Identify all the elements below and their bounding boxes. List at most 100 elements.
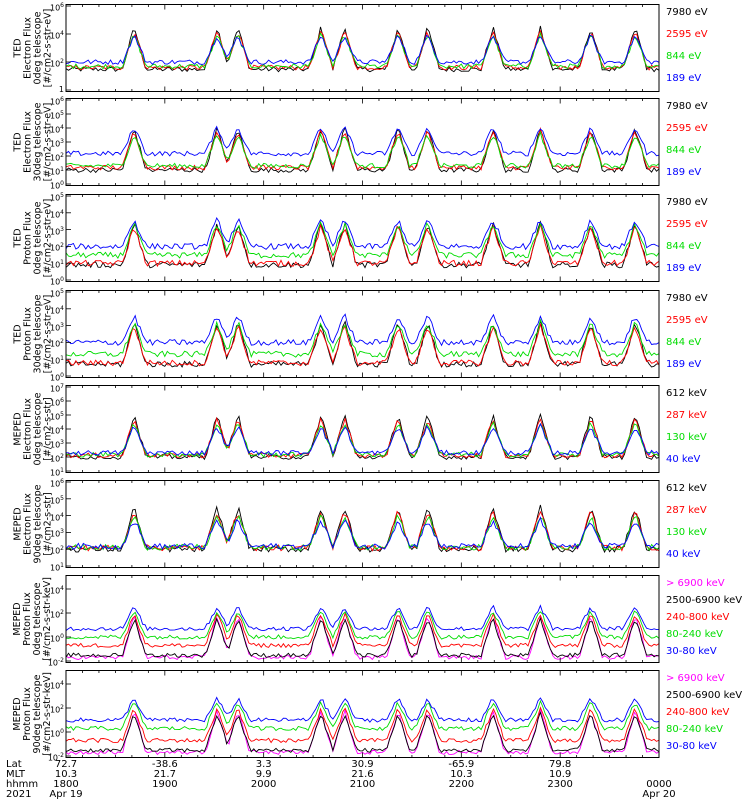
y-tick-label: 106 [0,2,64,13]
plot-frame [65,670,660,758]
panel-ted-proton-0deg: TED Proton Flux 0deg telescope [#/cm2-s-str… [0,192,750,286]
tick-mantissa: 10 [49,479,61,489]
legend-item: 130 keV [666,432,707,443]
x-axis-value: 30.9 [351,759,374,770]
tick-exponent: 4 [60,511,64,519]
tick-exponent: 7 [60,383,64,390]
y-tick-label: 105 [0,411,64,422]
legend-item: 844 eV [666,145,702,156]
legend-item: 7980 eV [666,293,708,304]
series-line [65,706,660,744]
y-tick-label: 102 [0,58,64,69]
y-tick-label: 101 [0,562,64,573]
tick-exponent: 5 [60,411,64,418]
series-line [65,610,660,640]
plot-area [65,290,660,378]
x-axis-value: -38.6 [151,759,178,770]
y-tick-label: 102 [0,545,64,556]
tick-mantissa: 10 [49,125,61,135]
tick-mantissa: 10 [49,426,61,436]
y-tick-label: 107 [0,383,64,394]
plot-frame [65,575,660,663]
tick-exponent: 1 [60,467,64,474]
tick-exponent: 3 [60,439,64,446]
tick-mantissa: 10 [49,373,61,383]
y-tick-label: 10-2 [0,657,64,668]
tick-mantissa: 10 [49,111,61,121]
tick-mantissa: 10 [49,323,61,333]
plot-area [65,480,660,568]
legend-item: 189 eV [666,359,702,370]
tick-exponent: -2 [58,752,64,759]
legend: 7980 eV 2595 eV 844 eV 189 eV [666,4,750,92]
plot-area [65,98,660,186]
tick-mantissa: 10 [49,412,61,422]
y-tick-label: 106 [0,397,64,408]
legend-item: 189 eV [666,263,702,274]
x-axis-value: 10.3 [450,769,473,780]
y-tick-label: 101 [0,166,64,177]
y-tick-label: 102 [0,453,64,464]
tick-mantissa: 10 [47,753,59,763]
plot-area [65,575,660,663]
tick-exponent: 1 [60,562,64,569]
y-tick-label: 10-2 [0,752,64,763]
tick-mantissa: 10 [49,139,61,149]
plot-area [65,194,660,282]
tick-exponent: 5 [60,110,64,117]
y-tick-label: 102 [0,338,64,349]
legend: 7980 eV 2595 eV 844 eV 189 eV [666,194,750,282]
legend-item: 844 eV [666,51,702,62]
plot-area [65,385,660,473]
tick-mantissa: 10 [47,658,59,668]
series-line [65,130,660,170]
tick-exponent: 2 [60,242,64,250]
y-tick-label: 100 [0,728,64,739]
tick-exponent: 2 [60,704,64,711]
x-axis-value: 9.9 [255,769,272,780]
legend-item: 40 keV [666,454,701,465]
tick-exponent: 5 [60,494,64,502]
tick-exponent: 2 [60,609,64,616]
tick-mantissa: 10 [49,440,61,450]
series-line [65,699,660,732]
y-tick-label: 102 [0,242,64,253]
x-axis-value: 1800 [53,779,79,790]
series-line [65,611,660,649]
legend-item: 7980 eV [666,7,708,18]
plot-frame [65,98,660,186]
tick-mantissa: 10 [49,260,61,270]
y-tick-label: 103 [0,528,64,539]
tick-mantissa: 10 [49,546,61,556]
tick-mantissa: 10 [49,289,61,299]
plot-area [65,4,660,92]
tick-exponent: 2 [60,453,64,460]
tick-exponent: 2 [60,58,64,65]
tick-exponent: 2 [60,152,64,159]
y-tick-label: 103 [0,439,64,450]
y-tick-label: 100 [0,372,64,383]
series-line [65,710,660,753]
tick-mantissa: 10 [49,454,61,464]
tick-exponent: 4 [60,208,64,216]
y-tick-label: 105 [0,110,64,121]
x-axis-value: 79.8 [549,759,572,770]
series-line [65,412,660,461]
tick-exponent: 5 [60,288,64,295]
legend-item: 189 eV [666,167,702,178]
series-line [65,318,660,358]
tick-exponent: 1 [60,166,64,173]
legend-item: 844 eV [666,241,702,252]
tick-exponent: 6 [60,478,64,485]
x-axis-value: 72.7 [54,759,78,770]
y-tick-label: 104 [0,124,64,135]
tick-exponent: 1 [60,259,64,267]
x-axis-row-label: 2021 [6,789,32,800]
tick-mantissa: 10 [49,356,61,366]
y-tick-label: 106 [0,478,64,489]
tick-mantissa: 10 [49,306,61,316]
x-axis-value: 2300 [547,779,573,790]
series-line [65,323,660,367]
y-tick-label: 103 [0,226,64,237]
